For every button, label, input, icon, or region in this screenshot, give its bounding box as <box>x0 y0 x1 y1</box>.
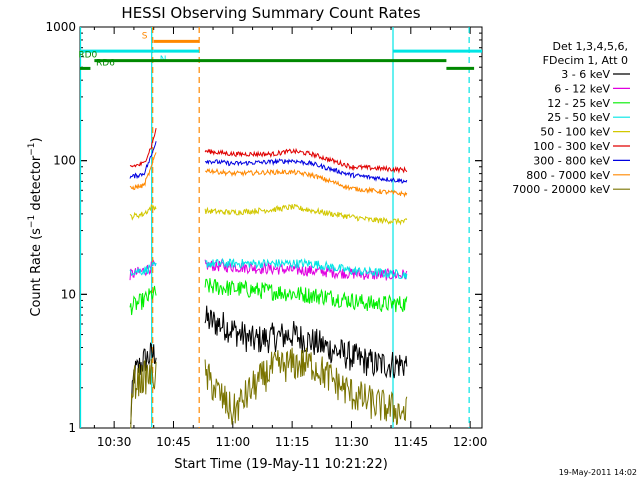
series-line-2 <box>129 278 408 316</box>
series-line-8 <box>130 347 408 429</box>
legend-label-5: 100 - 300 keV <box>533 140 610 153</box>
series-line-4 <box>129 203 408 226</box>
series-line-6 <box>129 141 408 184</box>
legend-label-7: 800 - 7000 keV <box>526 169 610 182</box>
y-axis-label-sup1: −1 <box>27 215 37 228</box>
legend-label-4: 50 - 100 keV <box>540 126 610 139</box>
series-line-7 <box>129 152 408 198</box>
series-line-5 <box>129 127 408 174</box>
x-tick-label-2: 11:00 <box>216 435 251 449</box>
legend-label-6: 300 - 800 keV <box>533 154 610 167</box>
y-axis-label-mid: detector <box>29 155 44 215</box>
x-tick-label-0: 10:30 <box>97 435 132 449</box>
y-axis-label-main: Count Rate (s <box>29 228 44 317</box>
legend-label-2: 12 - 25 keV <box>547 97 610 110</box>
legend-label-3: 25 - 50 keV <box>547 111 610 124</box>
x-tick-label-3: 11:15 <box>275 435 310 449</box>
flag-label-s: S <box>142 31 148 41</box>
x-tick-label-5: 11:45 <box>394 435 429 449</box>
x-tick-label-4: 11:30 <box>334 435 369 449</box>
y-tick-label-0: 1 <box>68 421 76 435</box>
y-axis-label-sup2: −1 <box>27 142 37 155</box>
series-line-0 <box>130 305 408 424</box>
y-tick-label-2: 100 <box>53 154 76 168</box>
flag-label-rd6: RD6 <box>96 58 115 68</box>
y-tick-label-1: 10 <box>61 287 76 301</box>
y-tick-labels: 1 10 100 1000 <box>45 20 76 435</box>
y-tick-label-3: 1000 <box>45 20 76 34</box>
series-line-3 <box>129 257 408 280</box>
legend-label-8: 7000 - 20000 keV <box>512 183 610 196</box>
flag-label-rd0: RD0 <box>78 51 97 61</box>
legend-label-1: 6 - 12 keV <box>554 82 610 95</box>
legend-header-1: FDecim 1, Att 0 <box>543 54 628 67</box>
x-tick-labels: 10:30 10:45 11:00 11:15 11:30 11:45 12:00 <box>97 435 488 449</box>
footer-date: 19-May-2011 14:02 <box>559 468 637 477</box>
series-group <box>129 127 408 429</box>
legend-label-0: 3 - 6 keV <box>561 68 610 81</box>
chart-title: HESSI Observing Summary Count Rates <box>121 4 420 22</box>
y-axis-label-end: ) <box>29 137 44 142</box>
x-tick-label-1: 10:45 <box>156 435 191 449</box>
legend-header-0: Det 1,3,4,5,6, <box>552 40 628 53</box>
x-tick-label-6: 12:00 <box>453 435 488 449</box>
legend: Det 1,3,4,5,6,FDecim 1, Att 03 - 6 keV6 … <box>512 40 630 196</box>
x-axis-label: Start Time (19-May-11 10:21:22) <box>174 457 388 472</box>
flag-bars: SNRD0RD6 <box>78 31 482 70</box>
y-axis-label: Count Rate (s−1 detector−1) <box>27 137 44 316</box>
